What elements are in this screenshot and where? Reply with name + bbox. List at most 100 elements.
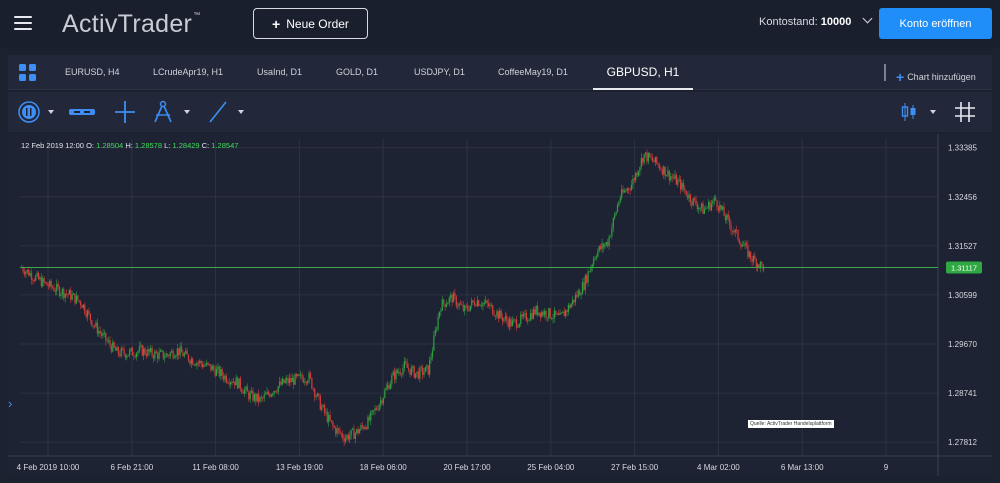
candle[interactable]	[391, 373, 393, 389]
tab-lcrude[interactable]: LCrudeApr19, H1	[153, 67, 224, 77]
candle[interactable]	[147, 345, 149, 358]
candle[interactable]	[270, 393, 272, 398]
candle[interactable]	[353, 424, 355, 440]
candle[interactable]	[493, 310, 495, 317]
candle[interactable]	[576, 290, 578, 299]
candle[interactable]	[36, 270, 38, 277]
tab-gold[interactable]: GOLD, D1	[336, 67, 379, 77]
candle[interactable]	[710, 199, 713, 212]
candle[interactable]	[179, 342, 181, 359]
candle[interactable]	[542, 309, 544, 317]
candle[interactable]	[105, 332, 107, 346]
candle[interactable]	[635, 172, 637, 183]
candle[interactable]	[665, 174, 668, 177]
candle[interactable]	[600, 243, 602, 251]
candle[interactable]	[563, 307, 565, 317]
candle[interactable]	[25, 270, 27, 279]
candle[interactable]	[30, 268, 33, 285]
candle[interactable]	[438, 311, 441, 320]
candle[interactable]	[86, 309, 89, 322]
candle[interactable]	[263, 390, 265, 402]
candle[interactable]	[150, 344, 152, 354]
candle[interactable]	[168, 353, 170, 359]
candle[interactable]	[295, 372, 298, 380]
candle[interactable]	[84, 302, 86, 316]
candle[interactable]	[556, 312, 558, 315]
candle[interactable]	[431, 346, 434, 361]
candle[interactable]	[269, 392, 271, 398]
candle[interactable]	[738, 238, 741, 245]
candle[interactable]	[451, 292, 453, 307]
candle[interactable]	[686, 191, 689, 201]
candle[interactable]	[71, 290, 73, 301]
candle[interactable]	[501, 313, 504, 326]
candle[interactable]	[667, 165, 669, 177]
candle[interactable]	[524, 309, 526, 319]
candle[interactable]	[396, 368, 399, 374]
candle[interactable]	[72, 292, 75, 295]
candle[interactable]	[402, 363, 404, 378]
candle[interactable]	[129, 347, 131, 358]
chevron-down-icon[interactable]	[184, 110, 190, 114]
candle[interactable]	[236, 376, 239, 390]
candle[interactable]	[339, 426, 341, 436]
candle[interactable]	[398, 367, 400, 376]
candle[interactable]	[336, 424, 338, 438]
candle[interactable]	[175, 354, 177, 360]
candle[interactable]	[706, 206, 708, 209]
candle[interactable]	[608, 234, 610, 250]
candle[interactable]	[705, 205, 707, 211]
candle[interactable]	[193, 363, 195, 367]
candle[interactable]	[623, 188, 626, 193]
candle[interactable]	[661, 166, 663, 176]
candle[interactable]	[614, 212, 616, 220]
candle[interactable]	[476, 295, 478, 308]
candle[interactable]	[588, 271, 591, 273]
candle[interactable]	[221, 367, 223, 380]
candle[interactable]	[559, 309, 561, 315]
candle[interactable]	[462, 301, 464, 313]
candle[interactable]	[497, 310, 499, 323]
candle[interactable]	[228, 378, 230, 388]
candle[interactable]	[584, 273, 586, 295]
candle[interactable]	[360, 422, 362, 431]
candle[interactable]	[203, 361, 205, 368]
candle[interactable]	[400, 372, 403, 379]
candle[interactable]	[465, 303, 467, 309]
candle[interactable]	[176, 343, 178, 360]
candle[interactable]	[185, 347, 187, 355]
candle[interactable]	[23, 267, 26, 278]
candle[interactable]	[629, 186, 631, 195]
line-tool-icon[interactable]	[208, 100, 228, 124]
candle[interactable]	[562, 311, 564, 313]
candle[interactable]	[186, 347, 188, 355]
candle[interactable]	[256, 393, 258, 403]
candle[interactable]	[616, 202, 619, 213]
app-logo[interactable]: ActivTrader™	[62, 10, 201, 38]
candle[interactable]	[434, 326, 436, 337]
candle[interactable]	[458, 302, 460, 310]
candle[interactable]	[227, 379, 229, 384]
chevron-down-icon[interactable]	[930, 110, 936, 114]
candle[interactable]	[368, 413, 370, 422]
candle[interactable]	[243, 386, 246, 397]
candle[interactable]	[553, 306, 556, 323]
candle[interactable]	[565, 309, 567, 319]
tab-usdjpy[interactable]: USDJPY, D1	[414, 67, 465, 77]
candle[interactable]	[626, 187, 628, 194]
candle[interactable]	[658, 162, 661, 172]
candle[interactable]	[385, 383, 387, 391]
candle[interactable]	[288, 373, 291, 387]
candle[interactable]	[478, 299, 480, 307]
candle[interactable]	[713, 195, 715, 206]
chevron-down-icon[interactable]	[238, 110, 244, 114]
candle[interactable]	[126, 353, 128, 361]
candle[interactable]	[622, 185, 624, 194]
candle[interactable]	[607, 238, 609, 248]
candle[interactable]	[459, 300, 462, 306]
candle[interactable]	[507, 316, 509, 329]
candle[interactable]	[214, 365, 216, 378]
candle[interactable]	[291, 373, 293, 382]
candle[interactable]	[217, 362, 219, 374]
candle[interactable]	[344, 434, 347, 444]
